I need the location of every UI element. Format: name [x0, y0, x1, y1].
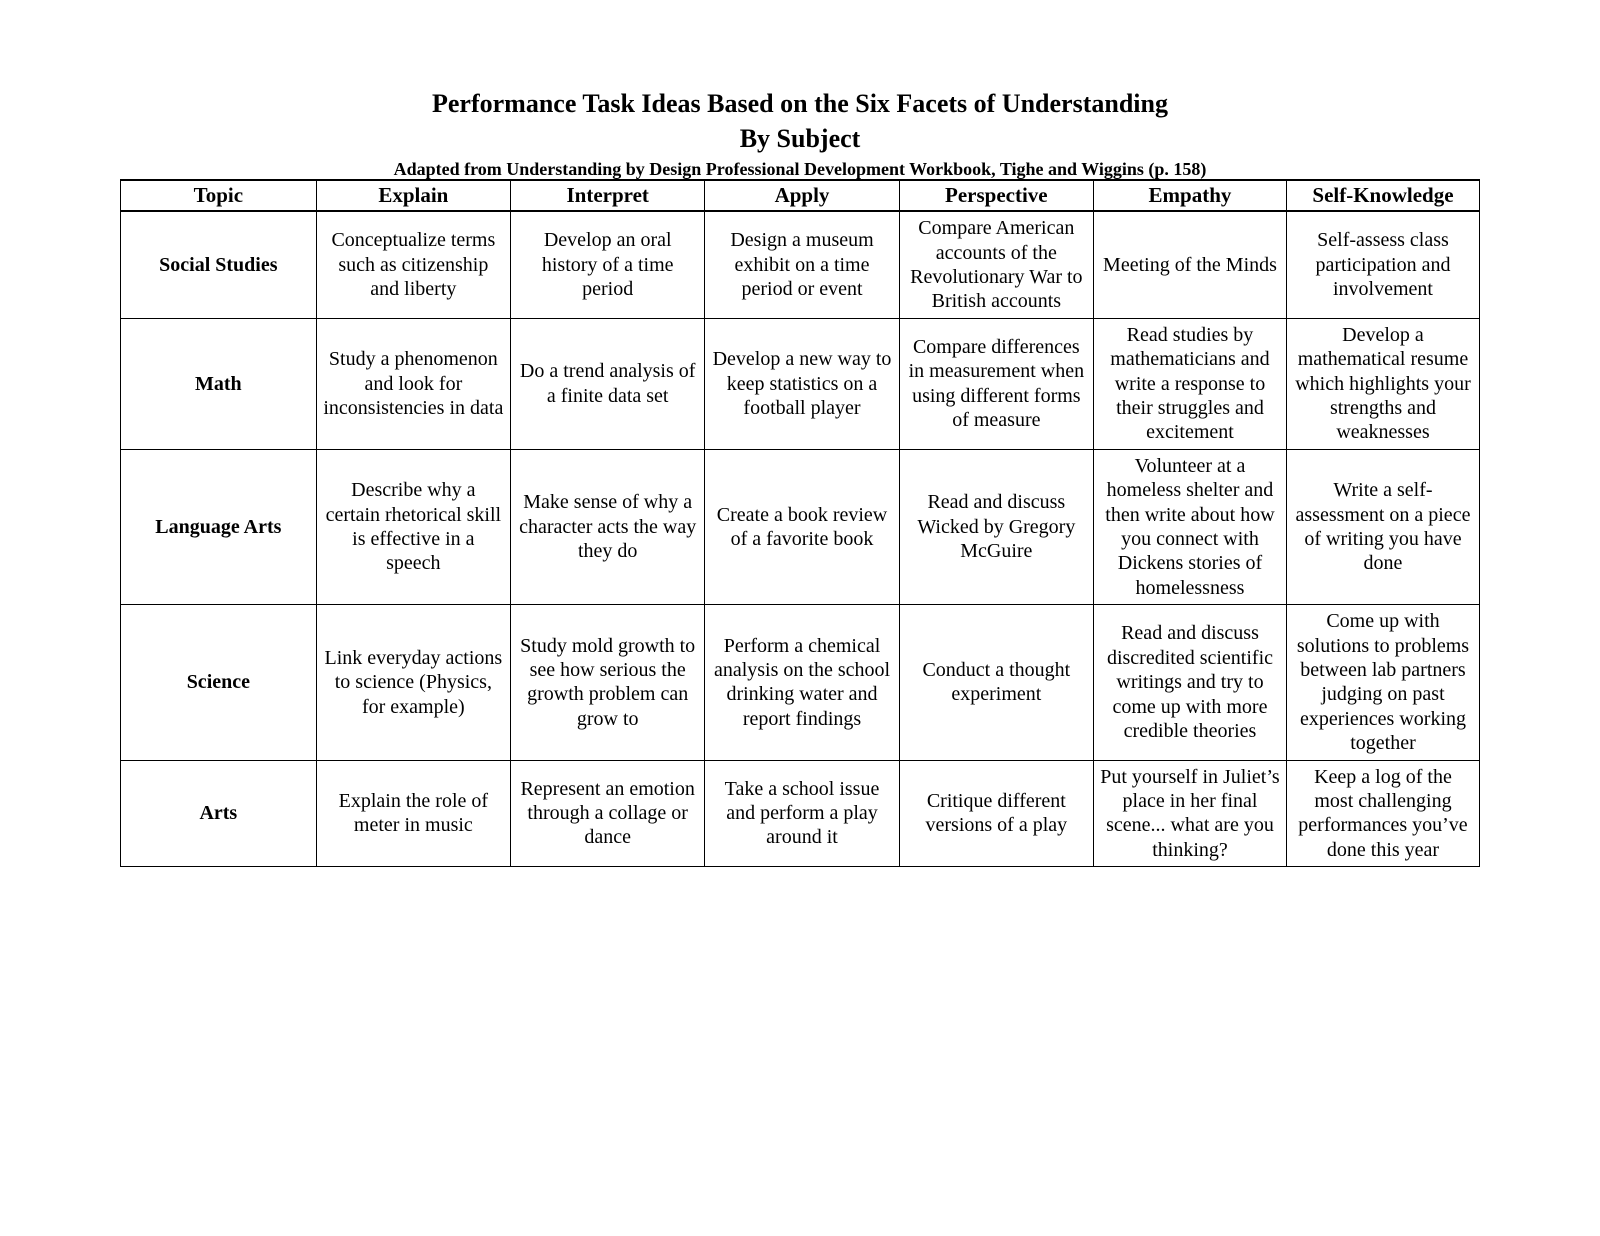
cell-perspective: Compare American accounts of the Revolut… — [899, 211, 1093, 318]
cell-empathy: Put yourself in Juliet’s place in her fi… — [1094, 760, 1287, 867]
table-header-row: Topic Explain Interpret Apply Perspectiv… — [121, 180, 1480, 212]
cell-topic: Arts — [121, 760, 317, 867]
col-header-selfknow: Self-Knowledge — [1286, 180, 1479, 212]
table-row: Social Studies Conceptualize terms such … — [121, 211, 1480, 318]
cell-apply: Create a book review of a favorite book — [705, 449, 899, 604]
cell-explain: Explain the role of meter in music — [316, 760, 510, 867]
col-header-interpret: Interpret — [511, 180, 705, 212]
col-header-perspective: Perspective — [899, 180, 1093, 212]
subtitle: Adapted from Understanding by Design Pro… — [120, 159, 1480, 180]
cell-apply: Develop a new way to keep statistics on … — [705, 318, 899, 449]
cell-interpret: Study mold growth to see how serious the… — [511, 605, 705, 760]
cell-empathy: Read and discuss discredited scientific … — [1094, 605, 1287, 760]
cell-topic: Math — [121, 318, 317, 449]
cell-selfknow: Self-assess class participation and invo… — [1286, 211, 1479, 318]
cell-empathy: Meeting of the Minds — [1094, 211, 1287, 318]
cell-explain: Link everyday actions to science (Physic… — [316, 605, 510, 760]
table-row: Arts Explain the role of meter in music … — [121, 760, 1480, 867]
cell-interpret: Make sense of why a character acts the w… — [511, 449, 705, 604]
cell-selfknow: Develop a mathematical resume which high… — [1286, 318, 1479, 449]
cell-topic: Language Arts — [121, 449, 317, 604]
cell-perspective: Conduct a thought experiment — [899, 605, 1093, 760]
cell-interpret: Represent an emotion through a collage o… — [511, 760, 705, 867]
cell-topic: Social Studies — [121, 211, 317, 318]
cell-interpret: Do a trend analysis of a finite data set — [511, 318, 705, 449]
table-body: Social Studies Conceptualize terms such … — [121, 211, 1480, 866]
cell-explain: Describe why a certain rhetorical skill … — [316, 449, 510, 604]
cell-perspective: Read and discuss Wicked by Gregory McGui… — [899, 449, 1093, 604]
cell-empathy: Volunteer at a homeless shelter and then… — [1094, 449, 1287, 604]
cell-selfknow: Come up with solutions to problems betwe… — [1286, 605, 1479, 760]
title-line-2: By Subject — [120, 123, 1480, 156]
cell-empathy: Read studies by mathematicians and write… — [1094, 318, 1287, 449]
col-header-explain: Explain — [316, 180, 510, 212]
cell-selfknow: Keep a log of the most challenging perfo… — [1286, 760, 1479, 867]
facets-table: Topic Explain Interpret Apply Perspectiv… — [120, 179, 1480, 867]
table-row: Language Arts Describe why a certain rhe… — [121, 449, 1480, 604]
col-header-apply: Apply — [705, 180, 899, 212]
cell-perspective: Compare differences in measurement when … — [899, 318, 1093, 449]
cell-perspective: Critique different versions of a play — [899, 760, 1093, 867]
col-header-topic: Topic — [121, 180, 317, 212]
cell-interpret: Develop an oral history of a time period — [511, 211, 705, 318]
title-line-1: Performance Task Ideas Based on the Six … — [120, 88, 1480, 121]
document-page: Performance Task Ideas Based on the Six … — [0, 0, 1600, 927]
cell-apply: Perform a chemical analysis on the schoo… — [705, 605, 899, 760]
table-row: Math Study a phenomenon and look for inc… — [121, 318, 1480, 449]
cell-explain: Study a phenomenon and look for inconsis… — [316, 318, 510, 449]
cell-selfknow: Write a self-assessment on a piece of wr… — [1286, 449, 1479, 604]
cell-topic: Science — [121, 605, 317, 760]
cell-apply: Take a school issue and perform a play a… — [705, 760, 899, 867]
table-row: Science Link everyday actions to science… — [121, 605, 1480, 760]
cell-explain: Conceptualize terms such as citizenship … — [316, 211, 510, 318]
cell-apply: Design a museum exhibit on a time period… — [705, 211, 899, 318]
col-header-empathy: Empathy — [1094, 180, 1287, 212]
